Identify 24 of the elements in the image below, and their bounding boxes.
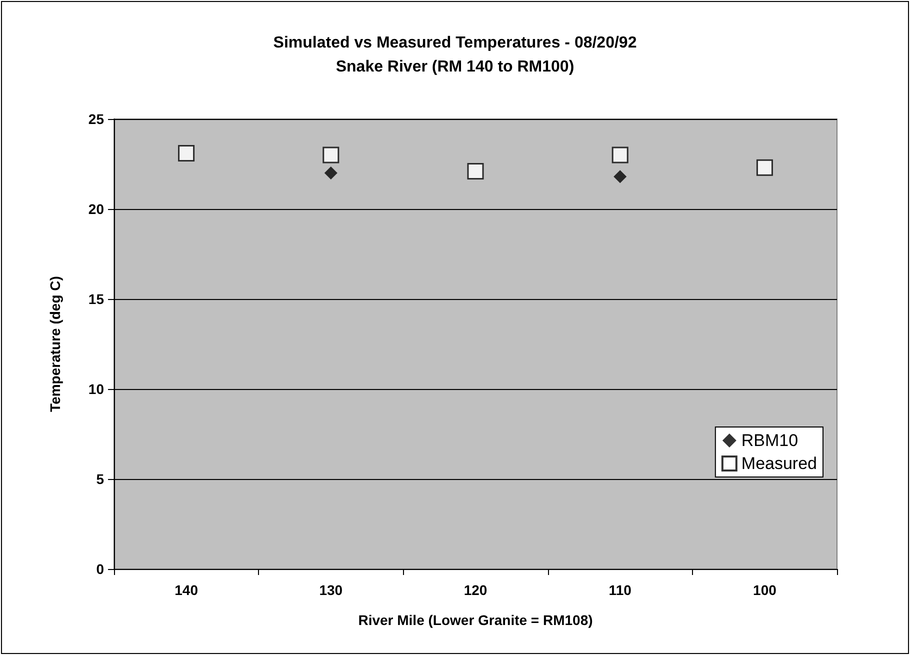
x-tick-label: 120 <box>464 582 488 598</box>
y-tick-label: 5 <box>96 471 104 487</box>
point <box>324 166 338 180</box>
x-axis-title: River Mile (Lower Granite = RM108) <box>358 612 593 628</box>
y-tick-label: 0 <box>96 561 104 577</box>
y-tick-label: 25 <box>88 111 104 127</box>
x-tick-label: 110 <box>608 582 632 598</box>
legend-label: RBM10 <box>741 431 798 450</box>
legend-label: Measured <box>741 454 818 473</box>
point <box>322 146 340 164</box>
y-tick-label: 15 <box>88 291 104 307</box>
y-tick-label: 10 <box>88 381 104 397</box>
point <box>614 170 627 184</box>
chart-subtitle: Snake River (RM 140 to RM100) <box>336 58 574 76</box>
x-tick-label: 140 <box>174 582 198 598</box>
y-tick-label: 20 <box>88 201 104 217</box>
chart-title: Simulated vs Measured Temperatures - 08/20/92 <box>273 34 637 52</box>
point <box>178 144 195 162</box>
x-tick-label: 130 <box>319 582 343 598</box>
point <box>467 162 484 180</box>
point <box>756 159 773 176</box>
point <box>612 146 628 164</box>
y-axis-title: Temperature (deg C) <box>47 276 63 412</box>
x-tick-label: 100 <box>753 582 777 598</box>
